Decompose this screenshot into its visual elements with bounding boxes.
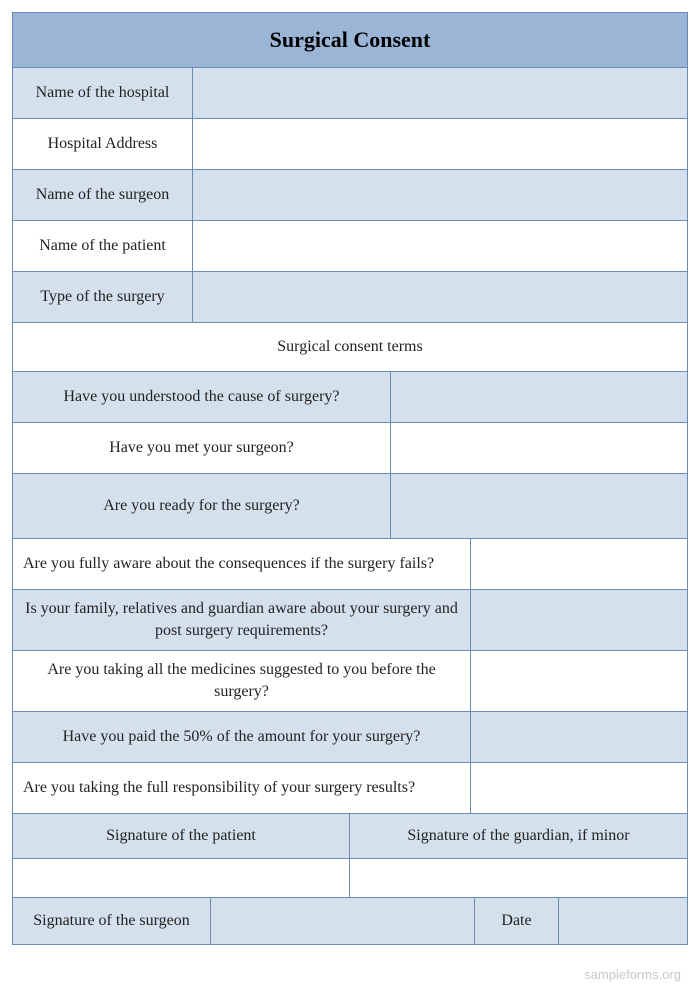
signature-header-row: Signature of the patient Signature of th… <box>13 814 687 859</box>
info-row-hospital-name: Name of the hospital <box>13 68 687 119</box>
answer-paid[interactable] <box>471 712 687 762</box>
signature-blank-row <box>13 859 687 898</box>
label-signature-patient: Signature of the patient <box>13 814 350 858</box>
question-cause: Have you understood the cause of surgery… <box>13 372 391 422</box>
field-patient-name[interactable] <box>193 221 687 271</box>
answer-cause[interactable] <box>391 372 687 422</box>
field-signature-patient[interactable] <box>13 859 350 897</box>
info-row-patient-name: Name of the patient <box>13 221 687 272</box>
question-row-responsibility: Are you taking the full responsibility o… <box>13 763 687 814</box>
field-signature-surgeon[interactable] <box>211 898 475 944</box>
label-patient-name: Name of the patient <box>13 221 193 271</box>
question-family-aware: Is your family, relatives and guardian a… <box>13 590 471 650</box>
question-medicines: Are you taking all the medicines suggest… <box>13 651 471 711</box>
watermark: sampleforms.org <box>584 967 681 982</box>
field-hospital-address[interactable] <box>193 119 687 169</box>
field-date[interactable] <box>559 898 687 944</box>
label-surgery-type: Type of the surgery <box>13 272 193 322</box>
label-hospital-address: Hospital Address <box>13 119 193 169</box>
question-row-ready: Are you ready for the surgery? <box>13 474 687 539</box>
question-ready: Are you ready for the surgery? <box>13 474 391 538</box>
question-row-paid: Have you paid the 50% of the amount for … <box>13 712 687 763</box>
info-row-hospital-address: Hospital Address <box>13 119 687 170</box>
question-met-surgeon: Have you met your surgeon? <box>13 423 391 473</box>
answer-ready[interactable] <box>391 474 687 538</box>
section-header: Surgical consent terms <box>13 323 687 371</box>
question-row-cause: Have you understood the cause of surgery… <box>13 372 687 423</box>
field-signature-guardian[interactable] <box>350 859 687 897</box>
question-row-medicines: Are you taking all the medicines suggest… <box>13 651 687 712</box>
answer-met-surgeon[interactable] <box>391 423 687 473</box>
consent-form: Surgical Consent Name of the hospital Ho… <box>12 12 688 945</box>
label-signature-surgeon: Signature of the surgeon <box>13 898 211 944</box>
label-date: Date <box>475 898 559 944</box>
question-consequences: Are you fully aware about the consequenc… <box>13 539 471 589</box>
info-row-surgery-type: Type of the surgery <box>13 272 687 323</box>
label-signature-guardian: Signature of the guardian, if minor <box>350 814 687 858</box>
label-hospital-name: Name of the hospital <box>13 68 193 118</box>
answer-responsibility[interactable] <box>471 763 687 813</box>
question-row-met-surgeon: Have you met your surgeon? <box>13 423 687 474</box>
question-row-family-aware: Is your family, relatives and guardian a… <box>13 590 687 651</box>
question-paid: Have you paid the 50% of the amount for … <box>13 712 471 762</box>
answer-consequences[interactable] <box>471 539 687 589</box>
answer-family-aware[interactable] <box>471 590 687 650</box>
question-responsibility: Are you taking the full responsibility o… <box>13 763 471 813</box>
form-title: Surgical Consent <box>13 13 687 68</box>
question-row-consequences: Are you fully aware about the consequenc… <box>13 539 687 590</box>
field-hospital-name[interactable] <box>193 68 687 118</box>
info-row-surgeon-name: Name of the surgeon <box>13 170 687 221</box>
field-surgery-type[interactable] <box>193 272 687 322</box>
bottom-row: Signature of the surgeon Date <box>13 898 687 944</box>
label-surgeon-name: Name of the surgeon <box>13 170 193 220</box>
section-header-row: Surgical consent terms <box>13 323 687 372</box>
answer-medicines[interactable] <box>471 651 687 711</box>
field-surgeon-name[interactable] <box>193 170 687 220</box>
